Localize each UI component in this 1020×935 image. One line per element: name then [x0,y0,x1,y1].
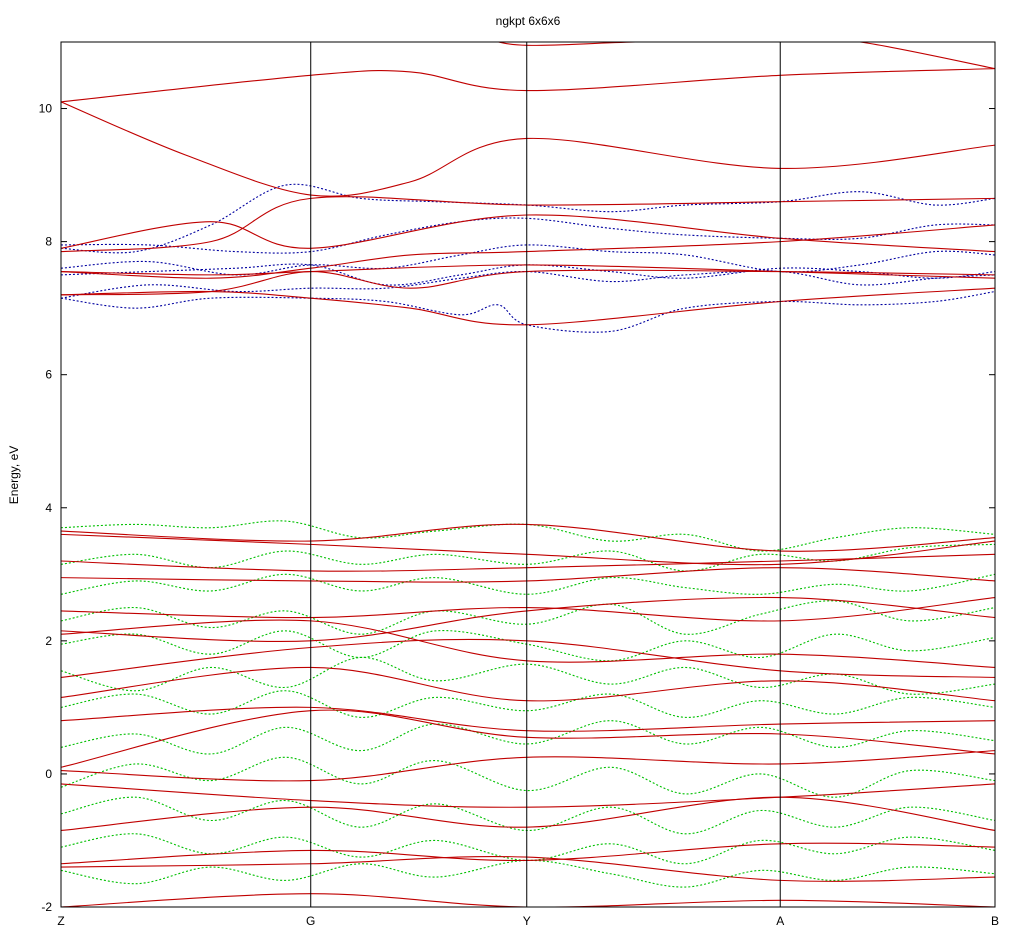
reference-band-21 [61,619,995,669]
interpolated-band-43 [61,859,995,888]
reference-band-0 [61,68,995,103]
y-tick-label: 0 [45,767,52,781]
x-tick-label-G: G [306,914,315,928]
reference-band-15 [61,523,995,552]
chart-title: ngkpt 6x6x6 [496,14,561,28]
series-layer [61,42,995,907]
reference-band-31 [61,893,995,907]
x-tick-label-Z: Z [57,914,64,928]
reference-band-6 [61,264,995,279]
reference-band-8 [61,287,995,326]
interpolated-band-38 [61,690,995,718]
interpolated-band-32 [61,520,995,552]
reference-band-5 [61,224,995,279]
interpolated-band-36 [61,630,995,662]
interpolated-band-9 [61,183,995,254]
reference-band-3 [61,214,995,253]
reference-band-29 [61,842,995,865]
interpolated-band-10 [61,217,995,254]
interpolated-band-37 [61,656,995,695]
reference-band-2 [496,42,995,70]
y-axis-label: Energy, eV [7,446,21,504]
y-axis-ticks: -2 0 2 4 6 8 10 [39,102,995,914]
reference-band-22 [61,638,995,678]
plot-frame [60,41,996,908]
interpolated-band-41 [61,796,995,835]
y-tick-label: 2 [45,634,52,648]
x-tick-label-A: A [776,914,784,928]
interpolated-band-14 [61,290,995,333]
reference-band-26 [61,750,995,782]
x-tick-label-Y: Y [523,914,531,928]
y-tick-label: -2 [41,900,52,914]
k-point-divider-lines [310,42,781,907]
reference-band-23 [61,666,995,702]
reference-band-18 [61,567,995,583]
reference-band-25 [61,709,995,768]
interpolated-band-12 [61,263,995,286]
interpolated-band-39 [61,720,995,755]
reference-band-4 [61,196,995,253]
y-tick-label: 4 [45,501,52,515]
y-tick-label: 8 [45,235,52,249]
reference-band-20 [61,596,995,642]
reference-band-19 [61,597,995,622]
reference-band-28 [61,796,995,832]
y-tick-label: 6 [45,368,52,382]
x-tick-label-B: B [991,914,999,928]
interpolated-band-42 [61,833,995,865]
interpolated-band-34 [61,573,995,595]
interpolated-band-40 [61,756,995,798]
reference-band-17 [61,553,995,572]
reference-band-1 [61,101,995,197]
interpolated-band-35 [61,600,995,635]
y-tick-label: 10 [39,102,53,116]
